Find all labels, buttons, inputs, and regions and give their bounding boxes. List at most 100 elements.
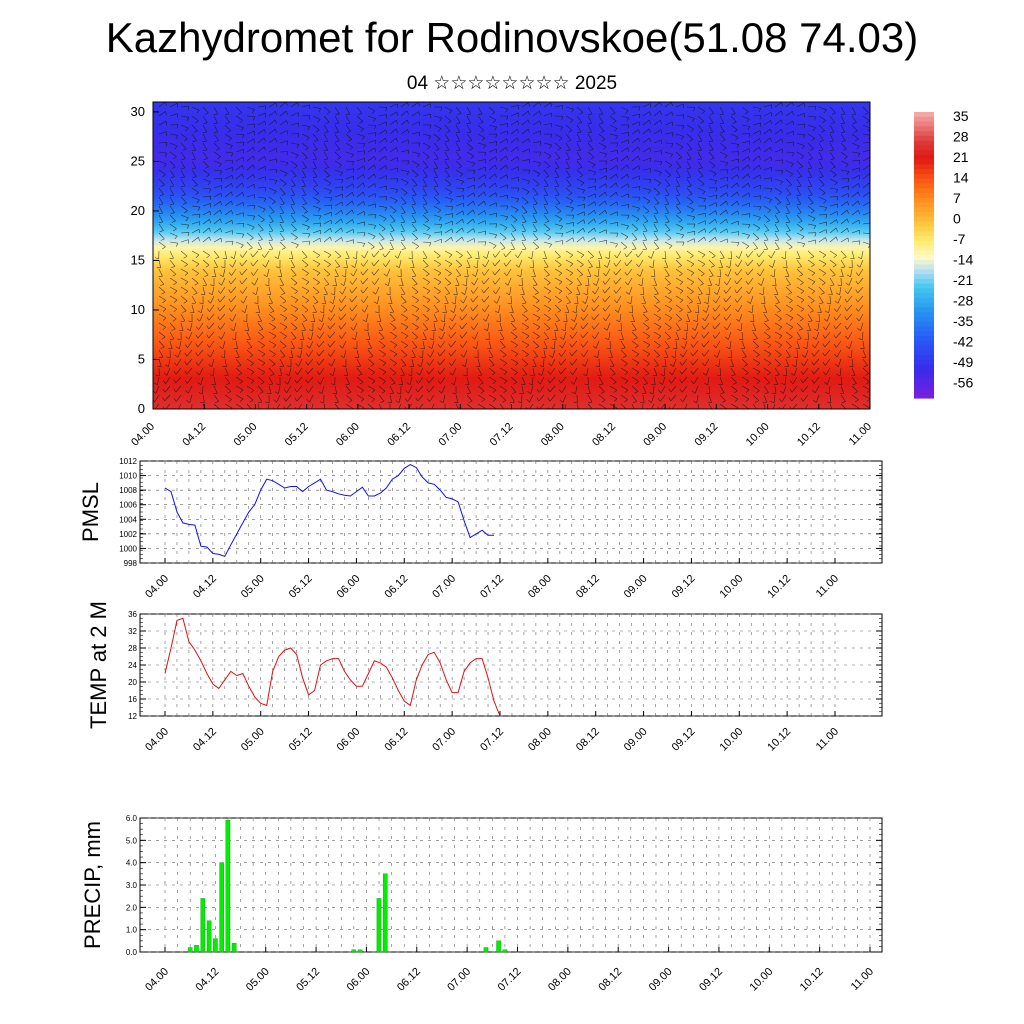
precipitation-panel: 0.01.02.03.04.05.06.004.00 04.12 05.00 05.1… [80,814,883,994]
wind-barb-flag [425,273,430,277]
wind-barb [532,358,537,367]
wind-barb [321,313,325,322]
wind-barb [796,142,805,146]
wind-barb-flag [448,343,451,348]
wind-barb [785,286,793,293]
wind-barb-flag [162,397,165,402]
wind-barb [817,322,820,331]
wind-barb-flag [242,165,244,170]
wind-barb-flag [185,127,189,132]
wind-barb [279,187,286,195]
wind-barb-flag [668,379,672,384]
wind-barb [235,212,244,216]
wind-barb [279,130,288,135]
wind-barb-flag [834,300,839,304]
wind-barb [774,340,783,346]
wind-barb [279,151,289,153]
wind-barb-flag [219,274,224,278]
wind-barb [455,115,461,123]
wind-barb [827,376,831,385]
wind-barb-flag [483,191,486,196]
wind-barb-flag [159,356,164,358]
wind-barb-flag [715,210,717,215]
wind-barb [158,349,164,358]
wind-barb [697,169,704,177]
wind-barb-flag [395,189,399,194]
wind-barb [455,133,460,142]
wind-barb [631,113,640,117]
wind-barb [631,137,639,144]
wind-barb [763,196,772,200]
colorbar-label: -42 [953,334,973,350]
wind-barb-flag [437,209,441,213]
wind-barb-flag [559,399,564,403]
wind-barb-flag [222,366,227,368]
wind-barb-flag [294,397,298,402]
wind-barb-flag [174,354,179,358]
wind-barb [186,349,193,357]
wind-barb-flag [657,182,662,186]
wind-barb [323,133,329,142]
wind-barb [730,349,733,359]
wind-barb [829,295,831,305]
wind-barb-flag [789,300,793,304]
wind-barb [158,241,166,247]
wind-barb [532,313,541,319]
wind-barb-flag [830,122,835,124]
wind-barb-flag [203,158,208,160]
wind-barb [455,227,463,234]
wind-barb [836,349,842,358]
wind-barb-flag [231,159,234,164]
wind-barb-flag [701,325,705,330]
wind-barb [484,259,490,268]
wind-barb [466,124,472,133]
wind-barb [279,358,285,367]
wind-barb-flag [522,248,527,250]
wind-barb [400,322,409,328]
wind-barb-flag [406,110,409,115]
wind-barb [378,376,386,382]
wind-barb [298,358,303,367]
wind-barb [715,295,721,304]
colorbar-swatch [914,178,934,185]
wind-barb-flag [177,338,182,341]
wind-barb [785,214,791,223]
wind-barb [598,209,606,216]
wind-barb [862,165,870,171]
wind-barb [862,149,870,153]
wind-barb-flag [764,392,769,394]
wind-barb-flag [162,380,166,384]
wind-barb [796,349,799,359]
wind-barb [222,340,226,349]
wind-barb-flag [268,239,273,241]
wind-barb-flag [755,238,760,241]
wind-barb [642,295,646,304]
wind-barb [351,286,358,294]
wind-barb [334,115,339,124]
wind-barb [741,192,749,198]
wind-barb [752,358,761,364]
wind-barb-flag [220,201,222,206]
wind-barb [308,385,314,393]
wind-barb [180,322,184,331]
wind-barb [213,218,221,225]
wind-barb [851,167,860,171]
wind-barb [763,376,770,383]
wind-barb [796,268,804,275]
wind-barb-flag [415,388,419,393]
wind-barb-flag [801,236,805,240]
wind-barb [829,203,838,207]
wind-barb [510,340,518,346]
wind-barb-flag [482,318,487,322]
wind-barb [642,286,645,296]
wind-barb-flag [744,111,749,115]
wind-barb-flag [294,291,298,295]
wind-barb-flag [403,192,408,196]
wind-barb-flag [346,131,351,133]
wind-barb [213,376,216,385]
wind-barb-flag [374,214,377,219]
wind-barb [609,124,618,129]
wind-barb [609,367,616,375]
wind-barb-flag [788,292,792,295]
wind-barb-flag [557,211,562,214]
